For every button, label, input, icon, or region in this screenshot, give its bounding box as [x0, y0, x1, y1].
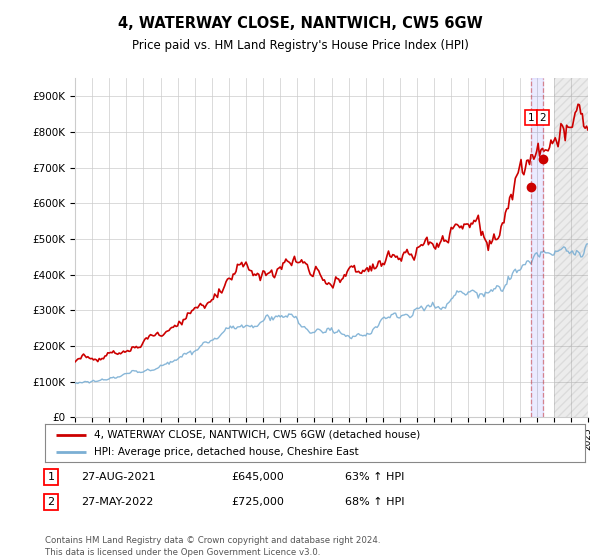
Text: 27-MAY-2022: 27-MAY-2022 [81, 497, 154, 507]
Text: Contains HM Land Registry data © Crown copyright and database right 2024.
This d: Contains HM Land Registry data © Crown c… [45, 536, 380, 557]
Text: 1: 1 [47, 472, 55, 482]
Text: £725,000: £725,000 [231, 497, 284, 507]
Text: 4, WATERWAY CLOSE, NANTWICH, CW5 6GW (detached house): 4, WATERWAY CLOSE, NANTWICH, CW5 6GW (de… [94, 430, 420, 440]
Text: £645,000: £645,000 [231, 472, 284, 482]
Text: 1: 1 [527, 113, 534, 123]
Text: 27-AUG-2021: 27-AUG-2021 [81, 472, 155, 482]
Text: 4, WATERWAY CLOSE, NANTWICH, CW5 6GW: 4, WATERWAY CLOSE, NANTWICH, CW5 6GW [118, 16, 482, 31]
Text: 68% ↑ HPI: 68% ↑ HPI [345, 497, 404, 507]
Text: 2: 2 [540, 113, 547, 123]
Bar [531, 78, 543, 417]
Bar [554, 78, 588, 417]
Text: 2: 2 [47, 497, 55, 507]
Text: Price paid vs. HM Land Registry's House Price Index (HPI): Price paid vs. HM Land Registry's House … [131, 39, 469, 52]
Text: HPI: Average price, detached house, Cheshire East: HPI: Average price, detached house, Ches… [94, 447, 358, 457]
Text: 63% ↑ HPI: 63% ↑ HPI [345, 472, 404, 482]
